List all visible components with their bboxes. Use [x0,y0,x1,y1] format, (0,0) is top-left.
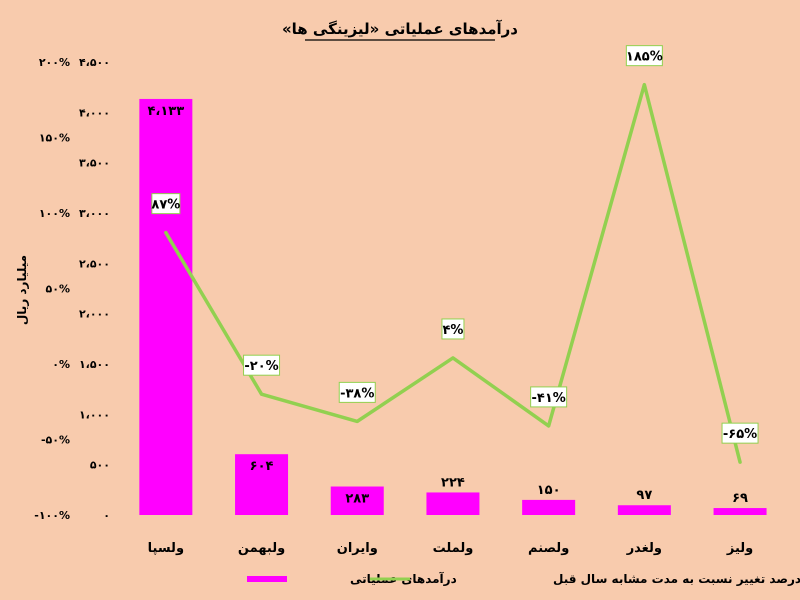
line-path [164,82,742,464]
category-axis: ولسپا ولبهمن وایران ولملت ولصنم ولغدر ولیز [148,541,754,556]
legend-bar-swatch [247,576,287,582]
line-value-label: -۴۱% [532,391,566,406]
category-label: ولصنم [528,541,569,556]
line-label-box [338,381,376,403]
line-series [164,82,742,464]
y-axis-label: میلیارد ریال [15,255,29,325]
line-value-label: -۳۸% [340,386,374,401]
bar-value-label: ۲۸۳ [345,492,369,507]
left-tick-label: ۲،۵۰۰ [79,257,110,270]
left-tick-label: ۱،۵۰۰ [79,358,110,371]
line-value-label: ۱۸۵% [626,50,663,65]
line-value-label: ۴% [442,323,463,338]
legend-line-label: درصد تغییر نسبت به مدت مشابه سال قبل [553,572,800,586]
bar [713,508,767,515]
bar-value-label: ۶۹ [732,491,748,506]
percent-tick-label: ۲۰۰% [39,56,70,69]
line-value-label: ۸۷% [151,198,180,213]
left-axis-ticks: ۰ ۵۰۰ ۱،۰۰۰ ۱،۵۰۰ ۲،۰۰۰ ۲،۵۰۰ ۳،۰۰۰ ۳،۵۰۰ ۴،۰۰۰ ۴… [79,56,110,522]
left-tick-label: ۴،۰۰۰ [79,106,110,119]
left-tick-label: ۵۰۰ [90,459,110,472]
percent-tick-label: ۱۵۰% [39,132,70,145]
bar [522,499,576,515]
left-tick-label: ۳،۵۰۰ [79,157,110,170]
percent-tick-label: ۱۰۰% [39,207,70,220]
bar [617,505,671,515]
category-label: ولغدر [626,541,662,556]
chart-title: درآمدهای عملیاتی «لیزینگی ها» [282,20,518,38]
line-data-labels: ۸۷% -۲۰% -۳۸% ۴% -۴۱% ۱۸۵% -۶۵% [151,45,759,444]
bar-data-labels: ۴،۱۳۳ ۶۰۴ ۲۸۳ ۲۲۴ ۱۵۰ ۹۷ ۶۹ [148,104,749,507]
line-label-box [243,354,281,376]
line-value-label: -۲۰% [244,359,278,374]
left-tick-label: ۱،۰۰۰ [79,408,110,421]
bar-value-label: ۱۵۰ [537,483,561,498]
bar-value-label: ۶۰۴ [250,459,274,474]
line-point [547,424,551,428]
percent-tick-label: -۵۰% [41,434,70,447]
line-point [260,392,264,396]
percent-tick-label: ۰% [52,358,70,371]
category-label: ولبهمن [238,541,285,556]
line-label-box [151,193,181,215]
line-point [164,231,168,235]
bar [330,486,384,515]
line-label-box [721,422,759,444]
line-label-box [530,386,568,408]
right-axis-ticks: -۱۰۰% -۵۰% ۰% ۵۰% ۱۰۰% ۱۵۰% ۲۰۰% [34,56,70,522]
bar-value-label: ۲۲۴ [441,475,465,490]
left-tick-label: ۰ [103,509,110,522]
line-point [642,83,646,87]
left-tick-label: ۳،۰۰۰ [79,207,110,220]
left-tick-label: ۴،۵۰۰ [79,56,110,69]
category-label: ولیز [726,541,753,556]
category-label: وایران [337,541,378,556]
category-label: ولسپا [148,541,184,556]
legend: درآمدهای عملیاتی درصد تغییر نسبت به مدت … [247,571,800,586]
bar-value-label: ۹۷ [636,488,652,503]
line-value-label: -۶۵% [723,427,757,442]
bar [426,492,480,515]
category-label: ولملت [433,541,474,556]
bar-value-label: ۴،۱۳۳ [148,104,185,119]
line-point [738,460,742,464]
line-point [355,419,359,423]
line-point [451,356,455,360]
line-label-box [625,45,663,67]
line-label-box [441,318,465,340]
bar [139,98,193,515]
bar-series [139,98,767,515]
left-tick-label: ۲،۰۰۰ [79,308,110,321]
bar [235,454,289,515]
percent-tick-label: -۱۰۰% [34,509,70,522]
percent-tick-label: ۵۰% [46,283,70,296]
